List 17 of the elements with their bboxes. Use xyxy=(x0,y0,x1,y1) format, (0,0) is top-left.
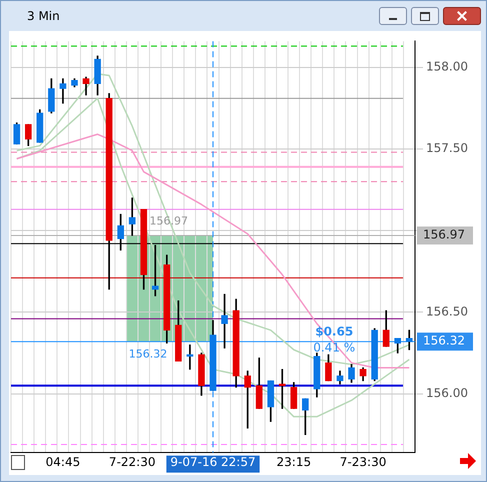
annotation: 156.32 xyxy=(128,347,168,360)
y-tick-label: 157.50 xyxy=(426,141,468,156)
x-tick-label: 04:45 xyxy=(46,454,80,469)
x-tick-label: 7-23:30 xyxy=(340,454,386,469)
y-tick-label: 156.50 xyxy=(426,304,468,318)
y-tick-label: 156.00 xyxy=(426,386,468,400)
annotation: 0.41 % xyxy=(313,340,356,355)
chart-title: 3 Min xyxy=(27,9,60,23)
x-tick-label: 7-22:30 xyxy=(108,454,156,469)
ref-line-label: 156.32 xyxy=(423,334,465,348)
x-tick-label: 23:15 xyxy=(276,454,312,469)
candlestick xyxy=(221,294,228,348)
y-tick-label: 158.00 xyxy=(426,59,468,74)
ref-line-label: 156.97 xyxy=(423,228,465,242)
annotation: $0.65 xyxy=(315,324,354,339)
candlestick xyxy=(60,78,66,104)
x-tick-label: 9-07-16 22:57 xyxy=(170,454,256,469)
